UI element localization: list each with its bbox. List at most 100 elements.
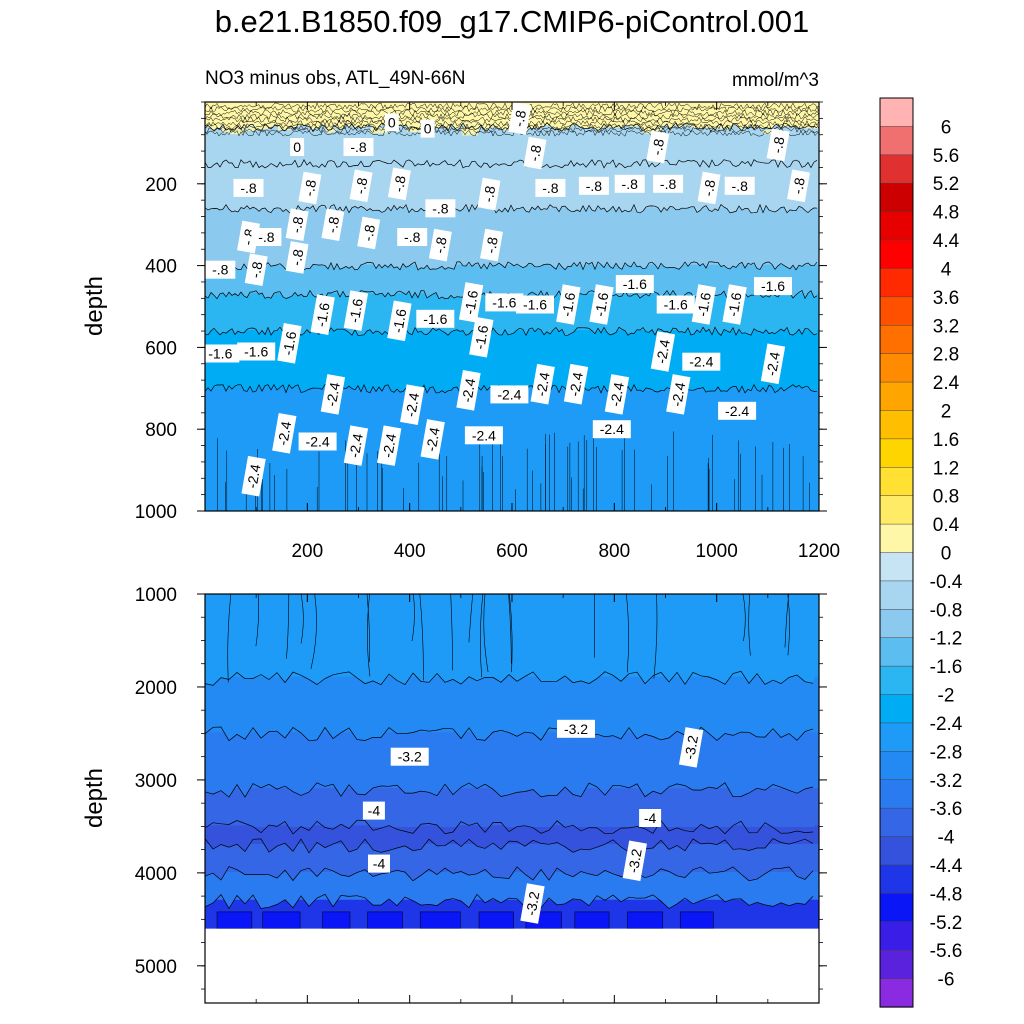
- y-tick-label: 3000: [135, 771, 177, 792]
- colorbar-label: -4: [938, 828, 955, 849]
- contour-label: -1.6: [615, 275, 654, 293]
- contour-label: -.8: [349, 169, 373, 203]
- contour-label: -1.6: [516, 295, 554, 314]
- colorbar-label: 0.4: [933, 515, 960, 536]
- contour-line: [205, 670, 814, 686]
- colorbar-label: -0.8: [930, 600, 963, 621]
- contour-label: -2.4: [320, 374, 346, 415]
- contour-line: [509, 594, 513, 673]
- colorbar-label: -2.8: [930, 742, 963, 763]
- colorbar-swatch: [879, 126, 914, 156]
- colorbar-swatch: [879, 751, 914, 781]
- x-tick-label: 400: [394, 541, 426, 562]
- y-tick-label: 400: [145, 257, 177, 278]
- lower-y-axis-label: depth: [81, 768, 108, 828]
- svg-text:-1.6: -1.6: [461, 289, 481, 316]
- contour-label: -2.4: [718, 401, 757, 420]
- y-tick-label: 800: [145, 420, 177, 441]
- panel-subtitle: NO3 minus obs, ATL_49N-66N: [205, 68, 466, 89]
- contour-line: [205, 866, 814, 882]
- contour-label: -.8: [425, 199, 456, 218]
- svg-text:0: 0: [424, 121, 432, 137]
- contour-band-edge: [205, 374, 819, 393]
- svg-text:-.8: -.8: [359, 223, 378, 242]
- contour-line: [205, 838, 814, 854]
- contour-label: -1.6: [691, 284, 717, 325]
- svg-text:-.8: -.8: [390, 174, 409, 193]
- contour-label: 0: [290, 138, 305, 156]
- upper-y-axis-label: depth: [81, 276, 108, 336]
- contour-line: [626, 594, 629, 673]
- contour-label: -.8: [205, 260, 236, 279]
- contour-line: [255, 594, 259, 647]
- colorbar-label: 5.6: [933, 146, 959, 167]
- contour-label: -1.6: [416, 309, 455, 328]
- contour-label: -.8: [697, 171, 721, 205]
- colorbar-swatch: [879, 467, 914, 497]
- svg-text:-2.4: -2.4: [566, 371, 586, 398]
- svg-text:-4: -4: [373, 856, 386, 872]
- contour-line: [205, 819, 814, 835]
- svg-text:-.8: -.8: [649, 137, 668, 156]
- colorbar-swatch: [879, 97, 914, 128]
- contour-band-edge: [205, 808, 819, 834]
- y-tick-label: 1000: [135, 585, 177, 606]
- colorbar-swatch: [879, 864, 914, 895]
- svg-text:-.8: -.8: [350, 139, 367, 155]
- contour-label: -2.4: [377, 425, 402, 466]
- contour-label: -.8: [646, 130, 670, 164]
- contour-band-patch: [419, 911, 461, 929]
- colorbar-label: 4: [941, 259, 952, 280]
- colorbar-swatch: [879, 154, 914, 184]
- contour-band-patch: [216, 911, 253, 929]
- svg-text:-.8: -.8: [700, 178, 719, 197]
- colorbar-label: -1.6: [930, 657, 963, 678]
- svg-text:-1.6: -1.6: [244, 344, 268, 360]
- colorbar-swatch: [879, 921, 914, 951]
- contour-line: [480, 594, 484, 678]
- colorbar-swatch: [879, 722, 914, 753]
- contour-band-edge: [205, 251, 819, 271]
- svg-text:-.8: -.8: [622, 176, 639, 192]
- contour-label: -.8: [343, 138, 374, 156]
- colorbar-swatch: [879, 438, 914, 468]
- svg-text:-2.4: -2.4: [533, 371, 553, 398]
- contour-label: -2.4: [420, 419, 445, 460]
- contour-line: [205, 261, 818, 271]
- contour-band-patch: [704, 123, 719, 127]
- svg-text:-2.4: -2.4: [472, 427, 496, 443]
- colorbar-label: 1.2: [933, 458, 959, 479]
- svg-text:-1.6: -1.6: [208, 346, 232, 362]
- contour-line: [205, 326, 818, 337]
- contour-label: -3.2: [520, 883, 545, 924]
- colorbar-swatch: [879, 665, 914, 696]
- contour-label: -.8: [357, 216, 381, 250]
- svg-text:-1.6: -1.6: [558, 291, 578, 318]
- contour-label: -.8: [321, 208, 345, 242]
- svg-text:-2.4: -2.4: [763, 350, 783, 377]
- contour-line: [411, 594, 415, 642]
- contour-label: -2.4: [456, 370, 481, 411]
- contour-label: -1.6: [589, 284, 614, 325]
- contour-label: -2.4: [464, 426, 503, 445]
- svg-text:-.8: -.8: [526, 143, 545, 162]
- svg-text:-1.6: -1.6: [592, 291, 612, 318]
- contour-band-patch: [322, 911, 351, 929]
- colorbar-label: 3.2: [933, 316, 959, 337]
- svg-text:-3.2: -3.2: [398, 749, 422, 765]
- colorbar-swatch: [879, 353, 914, 383]
- svg-text:-.8: -.8: [732, 178, 749, 194]
- colorbar-frame: [879, 97, 914, 1008]
- y-tick-label: 4000: [135, 864, 177, 885]
- contour-line: [286, 594, 290, 659]
- colorbar-label: 0.8: [933, 487, 959, 508]
- colorbar-swatch: [879, 552, 914, 582]
- contour-label: -.8: [244, 253, 268, 287]
- contour-label: -1.6: [722, 284, 747, 325]
- svg-text:-1.6: -1.6: [346, 297, 366, 324]
- svg-text:-1.6: -1.6: [523, 297, 547, 313]
- contour-line: [742, 594, 746, 641]
- contour-label: -.8: [508, 102, 532, 135]
- upper-contour-panel: 00 0-.8-.8 -.8 -.8 -.8-.8 -.8 -.8 -.8-.8 -.8 -.8-…: [81, 101, 840, 562]
- svg-text:-2.4: -2.4: [600, 421, 624, 437]
